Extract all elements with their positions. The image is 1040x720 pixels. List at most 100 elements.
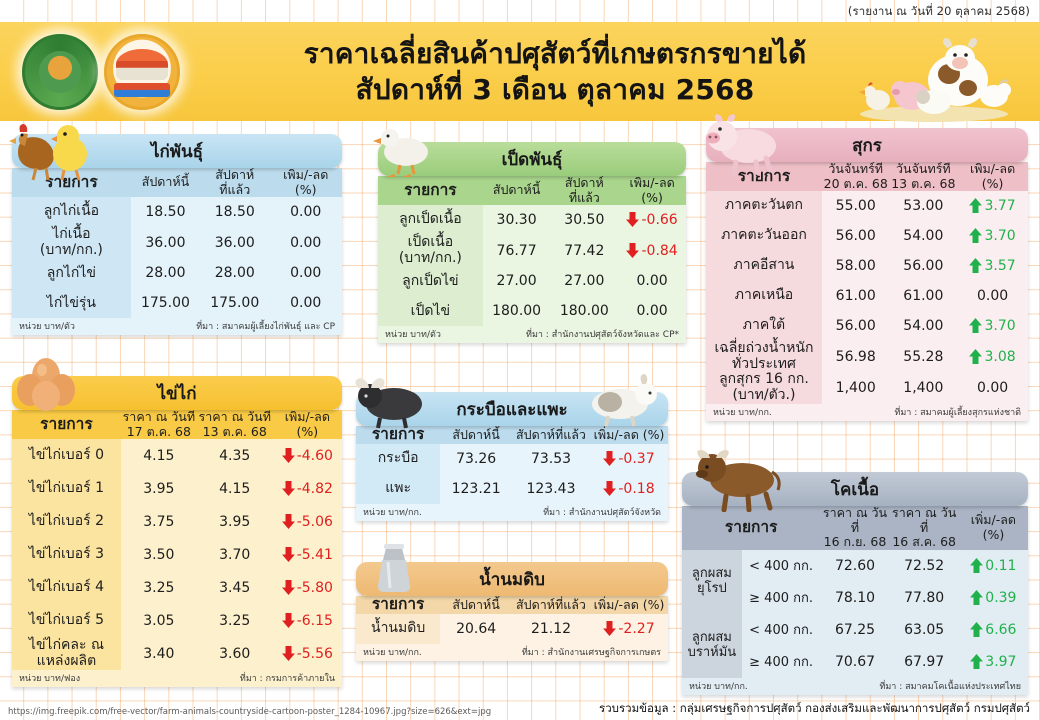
card-chicken: ไก่พันธุ์ รายการ สัปดาห์นี้ [9,124,342,336]
arrow-down-icon [281,579,295,595]
col-price-current: ราคา ณ วันที่ 16 ก.ย. 68 [822,505,888,549]
row-change-pct: 3.08 [957,341,1028,372]
row-item-label: แพะ [356,473,441,504]
row-value-current: 20.64 [456,620,497,637]
row-value-current: 123.21 [451,480,501,497]
row-value-previous: 73.53 [530,450,572,467]
col-last-week: สัปดาห์ ที่แล้ว [215,167,255,197]
row-change-pct: 0.00 [269,197,342,227]
duck-footnote: หน่วย บาท/ตัว ที่มา : สำนักงานปศุสัตว์จั… [378,326,686,344]
col-item: รายการ [45,172,98,191]
farm-animals-illustration-icon [859,38,1011,122]
row-change-pct: 0.00 [957,372,1028,403]
row-value-current: 56.98 [835,348,876,365]
row-change-pct: 0.11 [959,550,1028,582]
row-value-current: 56.00 [835,228,876,244]
page-title-line2: สัปดาห์ที่ 3 เดือน ตุลาคม 2568 [355,72,755,106]
card-egg-title: ไข่ไก่ [12,376,342,410]
arrow-up-icon [969,318,983,333]
row-change-pct: -2.27 [590,614,668,644]
change-value: 0.11 [985,557,1017,574]
row-change-pct: -6.15 [273,604,342,637]
table-row: ไข่ไก่เบอร์ 1 3.95 4.15 -4.82 [12,472,342,505]
row-group-label: ลูกผสม บราห์มัน [682,613,742,678]
col-item: รายการ [404,180,457,199]
row-change-pct: -5.41 [273,538,342,571]
table-chicken: รายการ สัปดาห์นี้ สัปดาห์ ที่แล้ว เพิ่ม/… [12,167,342,336]
row-weight-class: < 400 กก. [741,613,821,646]
arrow-down-icon [281,645,295,661]
change-value: -5.80 [296,579,333,596]
change-value: 0.00 [636,273,668,290]
table-duck-body: ลูกเป็ดเนื้อ 30.30 30.50 -0.66 เป็ดเนื้อ (บาท… [378,205,686,327]
unit-label: หน่วย บาท/ตัว [385,330,441,341]
row-item-label: ไข่ไก่เบอร์ 4 [12,571,121,604]
card-chicken-title: ไก่พันธุ์ [12,134,342,168]
row-value-previous: 180.00 [559,303,609,320]
row-value-current: 3.05 [143,612,175,629]
change-value: 0.00 [290,265,322,282]
row-change-pct: -0.84 [618,235,686,266]
row-value-current: 18.50 [145,204,186,220]
row-value-current: 72.60 [834,557,876,574]
table-egg-body: ไข่ไก่เบอร์ 0 4.15 4.35 -4.60 ไข่ไก่เบอร์ 1 3… [12,439,342,670]
change-value: 3.70 [984,318,1016,334]
row-value-previous: 54.00 [903,318,944,334]
row-value-current: 3.25 [143,579,175,596]
change-value: -5.56 [296,645,333,662]
row-item-label: น้ำนมดิบ [356,613,441,644]
arrow-up-icon [970,653,984,669]
row-item-label: ภาคอีสาน [706,251,822,281]
col-item: รายการ [724,517,778,536]
table-row: ภาคตะวันตก 55.00 53.00 3.77 [706,191,1028,221]
table-raw-milk: รายการ สัปดาห์นี้ สัปดาห์ที่แล้ว เพิ่ม/-… [356,595,668,661]
source-label: ที่มา : สมาคมผู้เลี้ยงไก่พันธุ์ และ CP [196,322,335,333]
row-value-current: 67.25 [834,621,876,638]
row-item-label: ไก่เนื้อ (บาท/กก.) [12,226,131,259]
row-value-previous: 3.25 [219,612,251,629]
col-this-week: สัปดาห์นี้ [141,174,190,190]
change-value: 3.70 [984,228,1016,244]
row-value-previous: 3.70 [219,546,251,563]
page-title-line1: ราคาเฉลี่ยสินค้าปศุสัตว์ที่เกษตรกรขายได้ [303,36,807,70]
change-value: -5.41 [296,546,333,563]
arrow-down-icon [626,242,640,258]
arrow-down-icon [603,480,617,496]
table-row: ไก่เนื้อ (บาท/กก.) 36.00 36.00 0.00 [12,226,342,259]
table-row: ไข่ไก่เบอร์ 3 3.50 3.70 -5.41 [12,538,342,571]
col-change-pct: เพิ่ม/-ลด (%) [593,426,665,442]
row-value-previous: 56.00 [903,258,944,274]
col-change-pct: เพิ่ม/-ลด (%) [629,175,675,205]
card-egg: ไข่ไก่ รายการ ราคา ณ วันที่ 17 ต.ค. 68 [12,358,342,687]
col-monday-current: วันจันทร์ที่ 20 ต.ค. 68 [823,161,888,191]
ministry-of-agriculture-logo-icon [22,33,98,110]
row-item-label: ไข่ไก่เบอร์ 2 [12,505,121,538]
arrow-down-icon [281,513,295,529]
credit-url: https://img.freepik.com/free-vector/farm… [8,707,492,717]
col-last-week: สัปดาห์ที่แล้ว [516,596,586,612]
row-change-pct: -0.37 [590,444,668,474]
row-item-label: ลูกสุกร 16 กก. (บาท/ตัว.) [706,371,822,404]
row-item-label: ไก่ไข่รุ่น [12,288,131,319]
table-row: ไข่ไก่เบอร์ 5 3.05 3.25 -6.15 [12,604,342,637]
row-value-previous: 77.42 [564,242,605,259]
row-item-label: ภาคใต้ [706,311,822,341]
table-pig: รายการ วันจันทร์ที่ 20 ต.ค. 68 วันจันทร์… [706,161,1028,421]
row-value-current: 28.00 [145,265,186,282]
page-title: ราคาเฉลี่ยสินค้าปศุสัตว์ที่เกษตรกรขายได้… [180,36,1040,108]
row-value-current: 3.75 [143,513,175,530]
row-value-current: 1,400 [835,380,876,397]
col-price-previous: ราคา ณ วันที่ 13 ต.ค. 68 [198,409,271,439]
row-value-previous: 55.28 [903,348,944,365]
table-row: เป็ดไข่ 180.00 180.00 0.00 [378,296,686,327]
row-change-pct: -4.82 [273,472,342,505]
table-row: เฉลี่ยถ่วงน้ำหนัก ทั่วประเทศ 56.98 55.28 3.0… [706,340,1028,373]
table-row: ภาคเหนือ 61.00 61.00 0.00 [706,281,1028,311]
chicken-footnote: หน่วย บาท/ตัว ที่มา : สมาคมผู้เลี้ยงไก่พ… [12,318,342,336]
change-value: 3.97 [985,653,1017,670]
table-row: ไข่ไก่เบอร์ 2 3.75 3.95 -5.06 [12,505,342,538]
beef-footnote: หน่วย บาท/กก. ที่มา : สมาคมโคเนื้อแห่งปร… [682,677,1028,695]
row-change-pct: 0.00 [269,258,342,288]
row-item-label: ไข่ไก่คละ ณแหล่งผลิต [12,637,121,670]
row-change-pct: -5.80 [273,571,342,604]
